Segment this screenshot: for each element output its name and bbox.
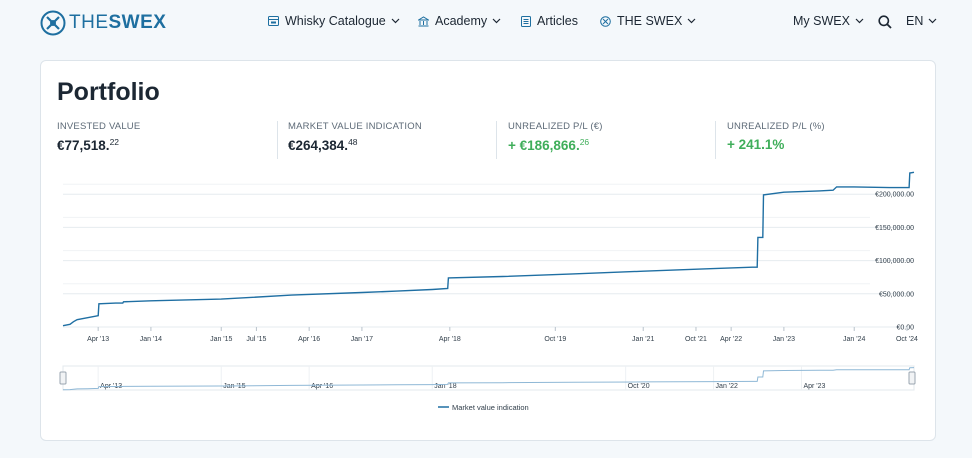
language-selector[interactable]: EN <box>906 14 937 28</box>
market-value-chart[interactable]: €0.00 €50,000.00 €100,000.00 €150,000.00 €20… <box>41 61 937 442</box>
x-tick-label: Jan '21 <box>632 336 654 343</box>
navigator-tick-label: Jan '22 <box>716 383 738 390</box>
nav-label: THE SWEX <box>617 14 683 28</box>
navigator-tick-label: Jan '18 <box>434 383 456 390</box>
x-tick-label: Apr '13 <box>87 336 109 343</box>
divider <box>277 121 278 159</box>
divider <box>496 121 497 159</box>
x-tick-label: Apr '16 <box>298 336 320 343</box>
chevron-down-icon <box>928 18 937 24</box>
navigator-tick-label: Apr '16 <box>311 383 333 390</box>
nav-articles[interactable]: Articles <box>521 14 578 28</box>
stat-market-value: MARKET VALUE INDICATION €264,384.48 <box>288 121 422 161</box>
account-label: My SWEX <box>793 14 850 28</box>
navigator-tick-label: Apr '23 <box>803 383 825 390</box>
stat-unrealized-pl-pct: UNREALIZED P/L (%) + 241.1% <box>727 121 825 161</box>
x-tick-label: Jan '23 <box>773 336 795 343</box>
stat-label: UNREALIZED P/L (%) <box>727 121 825 132</box>
x-tick-label: Apr '18 <box>439 336 461 343</box>
stat-value: + 241.1% <box>727 137 785 152</box>
navigator-tick-label: Oct '20 <box>628 383 650 390</box>
x-tick-label: Oct '21 <box>685 336 707 343</box>
y-tick-label: €200,000.00 <box>875 192 914 199</box>
page-title: Portfolio <box>57 78 160 106</box>
x-tick-label: Oct '24 <box>896 336 918 343</box>
divider <box>715 121 716 159</box>
chevron-down-icon <box>391 18 400 24</box>
y-tick-label: €150,000.00 <box>875 225 914 232</box>
language-label: EN <box>906 14 924 28</box>
x-tick-label: Jan '15 <box>210 336 232 343</box>
search-button[interactable] <box>878 15 898 29</box>
search-icon <box>878 15 892 29</box>
top-navigation: THESWEX Whisky Catalogue Academy Article… <box>0 0 972 46</box>
stat-value: €264,384.48 <box>288 137 358 153</box>
stat-label: UNREALIZED P/L (€) <box>508 121 603 132</box>
swex-logo-icon <box>40 10 66 36</box>
nav-whisky-catalogue[interactable]: Whisky Catalogue <box>268 14 400 28</box>
academy-icon <box>418 15 429 26</box>
chart-legend[interactable]: Market value indication <box>438 403 529 412</box>
nav-my-swex[interactable]: My SWEX <box>793 14 864 28</box>
stat-label: MARKET VALUE INDICATION <box>288 121 422 132</box>
navigator-series-line <box>62 367 915 391</box>
x-tick-label: Apr '22 <box>720 336 742 343</box>
swex-icon <box>600 15 611 27</box>
catalogue-icon <box>268 16 279 26</box>
navigator-frame <box>62 365 915 391</box>
x-tick-label: Jan '14 <box>140 336 162 343</box>
chevron-down-icon <box>687 18 696 24</box>
nav-label: Whisky Catalogue <box>285 14 386 28</box>
brand-name: THESWEX <box>69 12 167 33</box>
stat-unrealized-pl-eur: UNREALIZED P/L (€) + €186,866.26 <box>508 121 603 161</box>
x-tick-label: Jan '17 <box>351 336 373 343</box>
chevron-down-icon <box>855 18 864 24</box>
nav-label: Academy <box>435 14 488 28</box>
x-tick-label: Oct '19 <box>544 336 566 343</box>
stat-label: INVESTED VALUE <box>57 121 141 132</box>
nav-academy[interactable]: Academy <box>418 14 501 28</box>
x-tick-label: Jul '15 <box>246 336 266 343</box>
stat-value: €77,518.22 <box>57 137 120 153</box>
legend-label: Market value indication <box>452 403 529 412</box>
navigator-tick-label: Jan '15 <box>223 383 245 390</box>
stat-value: + €186,866.26 <box>508 137 590 153</box>
nav-label: Articles <box>537 14 578 28</box>
series-line-market-value <box>62 171 915 327</box>
y-tick-label: €50,000.00 <box>879 291 914 298</box>
y-tick-label: €0.00 <box>896 325 914 332</box>
nav-the-swex[interactable]: THE SWEX <box>600 14 696 28</box>
stat-invested-value: INVESTED VALUE €77,518.22 <box>57 121 140 161</box>
navigator-handle-left[interactable] <box>59 371 67 385</box>
portfolio-card: Portfolio INVESTED VALUE €77,518.22 MARK… <box>40 60 936 441</box>
y-tick-label: €100,000.00 <box>875 258 914 265</box>
articles-icon <box>521 15 531 27</box>
chevron-down-icon <box>492 18 501 24</box>
brand-logo[interactable]: THESWEX <box>40 10 166 36</box>
navigator-handle-right[interactable] <box>908 371 916 385</box>
x-tick-label: Jan '24 <box>843 336 865 343</box>
